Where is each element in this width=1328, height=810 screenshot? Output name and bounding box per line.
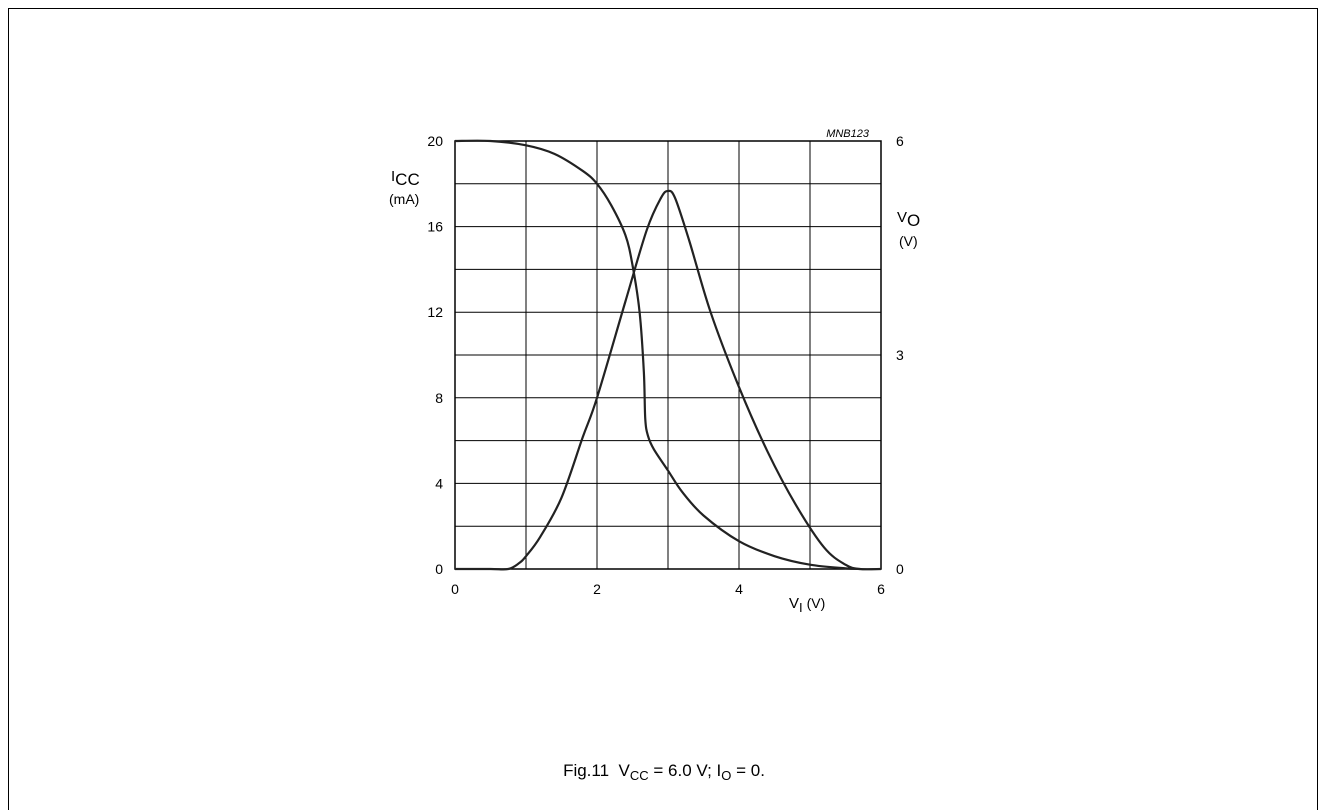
caption-vcc-main: V	[618, 761, 630, 780]
x-label-sub: I	[799, 600, 803, 615]
y-left-tick-label: 4	[435, 475, 443, 491]
caption-io-rest: = 0.	[731, 761, 765, 780]
x-tick-label: 6	[877, 581, 885, 597]
caption-vcc-sub: CC	[629, 768, 649, 783]
y-right-unit: (V)	[899, 233, 918, 249]
x-label: VI (V)	[789, 595, 825, 615]
y-right-tick-label: 6	[896, 133, 904, 149]
y-left-tick-label: 8	[435, 390, 443, 406]
plot-border	[454, 140, 882, 570]
figure-caption: Fig.11 VCC = 6.0 V; IO = 0.	[0, 761, 1328, 783]
x-label-main: V	[789, 595, 799, 612]
y-left-tick-label: 20	[427, 133, 443, 149]
y-left-label-sub: CC	[395, 170, 420, 189]
curves	[454, 139, 882, 571]
y-left-tick-label: 16	[427, 219, 443, 235]
series-line-vo	[455, 189, 882, 571]
y-left-label: ICC	[391, 168, 420, 189]
series-line-icc	[454, 139, 860, 571]
y-left-tick-label: 12	[427, 304, 443, 320]
y-left-tick-label: 0	[435, 561, 443, 577]
caption-fig: Fig.11	[563, 761, 610, 780]
figure-frame	[8, 8, 1318, 810]
y-left-label-main: I	[391, 168, 395, 185]
y-left-unit: (mA)	[389, 191, 419, 207]
figure-code: MNB123	[826, 128, 870, 140]
y-right-label: VO	[897, 209, 920, 230]
caption-vcc-rest: = 6.0 V; I	[648, 761, 722, 780]
x-label-unit: (V)	[807, 595, 826, 611]
caption-io-sub: O	[721, 768, 732, 783]
grid	[454, 140, 882, 570]
y-right-label-sub: O	[907, 211, 920, 230]
x-tick-label: 0	[451, 581, 459, 597]
y-right-tick-label: 0	[896, 561, 904, 577]
y-right-label-main: V	[897, 209, 907, 226]
y-right-tick-label: 3	[896, 347, 904, 363]
x-tick-label: 2	[593, 581, 601, 597]
x-tick-label: 4	[735, 581, 743, 597]
